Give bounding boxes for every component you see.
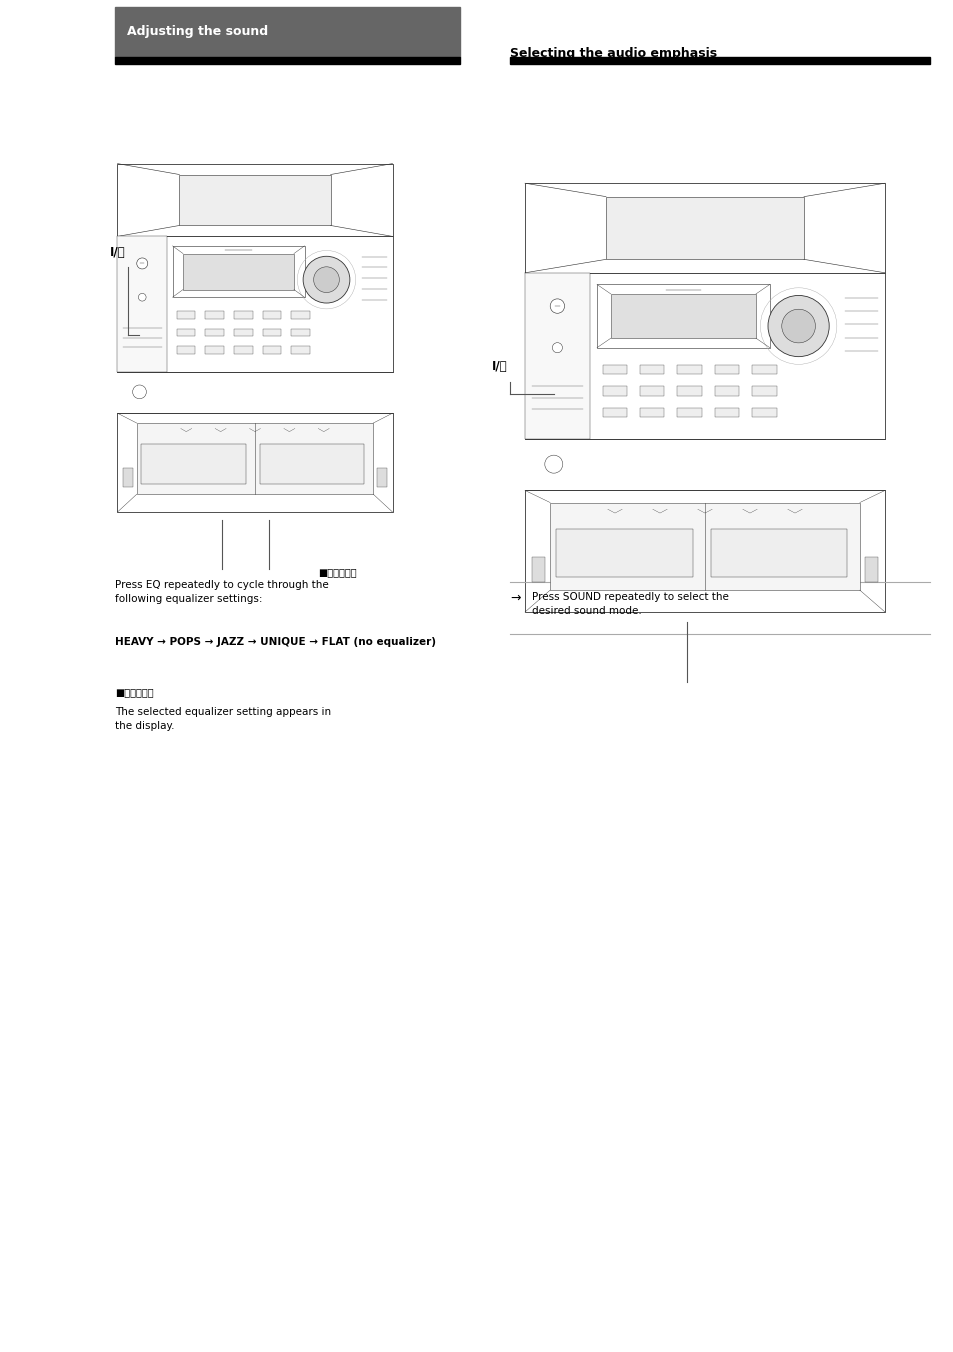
Bar xyxy=(714,408,739,418)
Bar xyxy=(677,408,701,418)
Text: I/⏻: I/⏻ xyxy=(492,361,507,373)
Bar xyxy=(864,557,877,581)
Bar xyxy=(262,329,281,337)
Bar xyxy=(291,346,310,354)
Bar xyxy=(714,365,739,375)
Bar xyxy=(556,529,692,577)
Circle shape xyxy=(138,293,146,301)
Bar xyxy=(532,557,544,581)
Bar xyxy=(141,445,245,484)
Bar xyxy=(136,423,373,495)
Circle shape xyxy=(781,310,815,343)
Bar xyxy=(176,346,195,354)
Bar xyxy=(183,254,294,289)
Text: HEAVY → POPS → JAZZ → UNIQUE → FLAT (no equalizer): HEAVY → POPS → JAZZ → UNIQUE → FLAT (no … xyxy=(115,637,436,648)
Text: ■⧸⧸⧸⧸⧸: ■⧸⧸⧸⧸⧸ xyxy=(317,566,356,577)
Bar xyxy=(291,311,310,319)
Bar xyxy=(172,246,304,297)
Circle shape xyxy=(303,257,350,303)
Bar xyxy=(262,311,281,319)
Bar xyxy=(117,164,392,237)
Bar xyxy=(639,408,663,418)
Text: I/⏻: I/⏻ xyxy=(110,246,126,258)
Text: →: → xyxy=(510,592,520,604)
Bar xyxy=(602,408,626,418)
Circle shape xyxy=(544,456,562,473)
Bar xyxy=(597,284,769,347)
Circle shape xyxy=(136,258,148,269)
Bar xyxy=(677,387,701,396)
Bar xyxy=(176,329,195,337)
Text: Selecting the audio emphasis: Selecting the audio emphasis xyxy=(510,47,717,59)
Bar xyxy=(115,57,459,64)
Bar xyxy=(510,57,929,64)
Bar xyxy=(205,329,224,337)
Text: ■⧸⧸⧸⧸⧸: ■⧸⧸⧸⧸⧸ xyxy=(115,687,153,698)
Bar xyxy=(550,503,859,589)
Bar xyxy=(524,184,884,273)
Bar xyxy=(639,387,663,396)
Bar xyxy=(262,346,281,354)
Bar xyxy=(710,529,846,577)
Text: The selected equalizer setting appears in
the display.: The selected equalizer setting appears i… xyxy=(115,707,331,731)
Bar xyxy=(602,387,626,396)
Bar xyxy=(179,174,331,226)
Bar xyxy=(205,346,224,354)
Text: Adjusting the sound: Adjusting the sound xyxy=(127,26,268,38)
Bar xyxy=(176,311,195,319)
Bar xyxy=(639,365,663,375)
Bar xyxy=(205,311,224,319)
Circle shape xyxy=(132,385,146,399)
Text: Press EQ repeatedly to cycle through the
following equalizer settings:: Press EQ repeatedly to cycle through the… xyxy=(115,580,329,604)
Bar xyxy=(524,491,884,612)
Bar xyxy=(610,293,755,338)
Bar xyxy=(117,414,392,512)
Bar xyxy=(677,365,701,375)
Bar xyxy=(714,387,739,396)
Bar xyxy=(117,237,167,372)
Bar xyxy=(117,237,392,372)
Bar xyxy=(291,329,310,337)
Bar xyxy=(602,365,626,375)
Circle shape xyxy=(314,266,339,292)
Circle shape xyxy=(550,299,564,314)
Bar xyxy=(233,311,253,319)
Circle shape xyxy=(552,342,562,353)
Bar xyxy=(524,273,589,439)
Bar xyxy=(377,468,387,487)
Bar xyxy=(233,329,253,337)
Bar xyxy=(233,346,253,354)
Bar xyxy=(752,408,776,418)
Circle shape xyxy=(767,296,828,357)
Bar xyxy=(752,365,776,375)
Bar xyxy=(524,273,884,439)
Bar xyxy=(605,196,803,260)
Bar xyxy=(259,445,363,484)
Bar xyxy=(123,468,132,487)
Text: Press SOUND repeatedly to select the
desired sound mode.: Press SOUND repeatedly to select the des… xyxy=(532,592,728,617)
Bar xyxy=(115,7,459,57)
Bar xyxy=(752,387,776,396)
